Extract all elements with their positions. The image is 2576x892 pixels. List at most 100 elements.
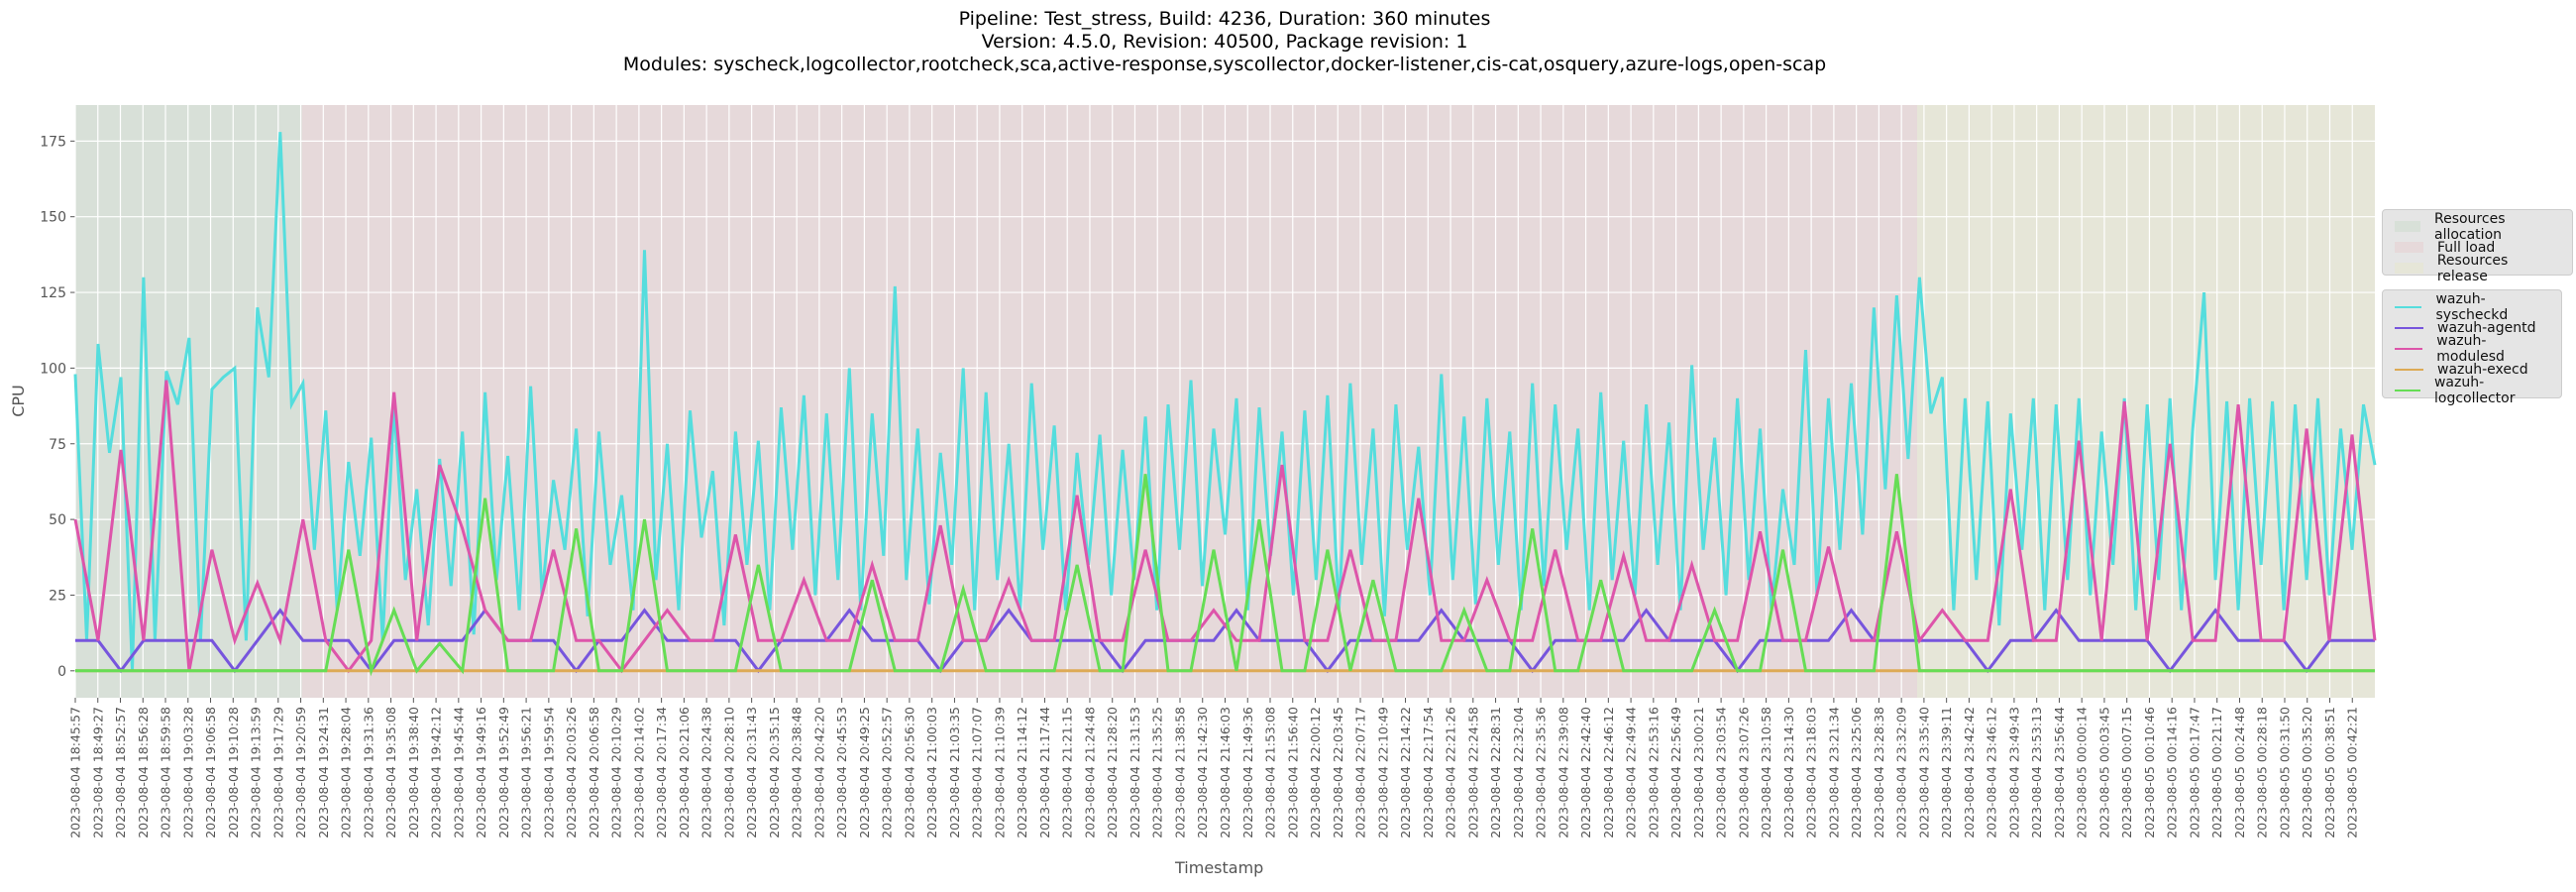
x-tick-label: 2023-08-04 21:14:12	[1015, 707, 1029, 838]
x-tick-label: 2023-08-04 20:17:34	[654, 707, 669, 838]
legend-line	[2395, 326, 2423, 329]
x-tick-label: 2023-08-04 18:52:57	[113, 707, 128, 838]
phase-region	[301, 105, 1918, 698]
x-tick-label: 2023-08-04 23:03:54	[1714, 707, 1729, 838]
y-tick-label: 125	[40, 285, 66, 301]
x-tick-label: 2023-08-04 21:35:25	[1150, 707, 1165, 838]
legend-label: Full load	[2437, 239, 2496, 256]
x-tick-label: 2023-08-04 23:14:30	[1781, 707, 1796, 838]
x-tick-label: 2023-08-04 21:42:30	[1195, 707, 1210, 838]
x-tick-label: 2023-08-04 22:10:49	[1375, 707, 1390, 838]
x-tick-label: 2023-08-04 22:49:44	[1624, 707, 1639, 838]
x-tick-label: 2023-08-04 22:17:54	[1421, 707, 1436, 838]
x-tick-label: 2023-08-04 20:49:25	[857, 707, 872, 838]
series-line-wazuh-logcollector	[75, 474, 2375, 677]
x-tick-label: 2023-08-04 19:03:28	[180, 707, 195, 838]
x-tick-label: 2023-08-04 23:56:44	[2052, 707, 2067, 838]
x-tick-label: 2023-08-04 23:32:09	[1894, 707, 1909, 838]
x-tick-label: 2023-08-05 00:24:48	[2232, 707, 2247, 838]
y-tick-label: 0	[57, 664, 66, 680]
x-tick-label: 2023-08-04 22:00:12	[1308, 707, 1323, 838]
series-legend: wazuh-syscheckd wazuh-agentd wazuh-modul…	[2382, 289, 2562, 406]
legend-label: Resources release	[2436, 252, 2509, 284]
y-tick-label: 100	[40, 361, 66, 377]
x-tick-label: 2023-08-04 21:56:40	[1285, 707, 1300, 838]
legend-label: wazuh-agentd	[2437, 319, 2536, 336]
x-tick-label: 2023-08-04 21:07:07	[970, 707, 985, 838]
x-tick-label: 2023-08-04 19:06:58	[203, 707, 218, 838]
x-tick-label: 2023-08-04 21:49:36	[1240, 707, 1255, 838]
x-tick-label: 2023-08-04 19:42:12	[429, 707, 444, 838]
x-axis-label: Timestamp	[1175, 858, 1264, 877]
chart-title-line-2: Version: 4.5.0, Revision: 40500, Package…	[981, 31, 1468, 53]
x-tick-label: 2023-08-04 22:28:31	[1488, 707, 1503, 838]
x-tick-label: 2023-08-04 18:59:58	[159, 707, 173, 838]
x-tick-label: 2023-08-04 22:07:17	[1353, 707, 1368, 838]
x-tick-label: 2023-08-04 19:28:04	[339, 707, 354, 838]
x-tick-label: 2023-08-04 22:46:12	[1601, 707, 1616, 838]
x-tick-label: 2023-08-04 19:45:44	[451, 707, 466, 838]
x-tick-label: 2023-08-04 23:21:34	[1826, 707, 1841, 838]
legend-item-agentd: wazuh-agentd	[2395, 317, 2551, 338]
x-tick-label: 2023-08-04 20:35:15	[767, 707, 782, 838]
x-tick-label: 2023-08-04 22:32:04	[1511, 707, 1526, 838]
chart-title-line-3: Modules: syscheck,logcollector,rootcheck…	[622, 54, 1827, 75]
x-tick-label: 2023-08-04 18:49:27	[90, 707, 105, 838]
x-tick-label: 2023-08-04 20:31:43	[744, 707, 759, 838]
x-tick-label: 2023-08-04 23:18:03	[1804, 707, 1819, 838]
legend-swatch	[2395, 221, 2420, 232]
x-tick-label: 2023-08-04 23:53:13	[2029, 707, 2044, 838]
x-tick-label: 2023-08-04 23:35:40	[1916, 707, 1931, 838]
y-tick-label: 75	[49, 437, 66, 453]
x-tick-label: 2023-08-05 00:00:14	[2075, 707, 2090, 838]
x-tick-label: 2023-08-04 19:59:54	[541, 707, 556, 838]
legend-label: wazuh-syscheckd	[2435, 290, 2509, 323]
x-tick-label: 2023-08-05 00:42:21	[2345, 707, 2360, 838]
x-tick-label: 2023-08-04 18:45:57	[68, 707, 83, 838]
x-tick-label: 2023-08-05 00:17:47	[2187, 707, 2201, 838]
legend-line	[2395, 389, 2420, 391]
x-tick-label: 2023-08-04 20:52:57	[880, 707, 895, 838]
x-tick-label: 2023-08-04 19:13:59	[249, 707, 264, 838]
x-tick-label: 2023-08-04 20:56:30	[902, 707, 916, 838]
x-tick-label: 2023-08-04 21:21:15	[1060, 707, 1075, 838]
x-tick-label: 2023-08-04 21:00:03	[924, 707, 939, 838]
x-tick-label: 2023-08-04 22:39:08	[1556, 707, 1570, 838]
x-tick-label: 2023-08-05 00:31:50	[2277, 707, 2292, 838]
x-tick-label: 2023-08-05 00:03:45	[2096, 707, 2111, 838]
x-tick-label: 2023-08-04 20:38:48	[790, 707, 805, 838]
x-tick-label: 2023-08-04 21:03:35	[947, 707, 962, 838]
x-tick-label: 2023-08-04 23:07:26	[1736, 707, 1751, 838]
x-tick-label: 2023-08-04 23:39:11	[1939, 707, 1954, 838]
legend-item-execd: wazuh-execd	[2395, 359, 2551, 380]
x-tick-label: 2023-08-04 20:03:26	[564, 707, 579, 838]
x-tick-label: 2023-08-04 19:20:59	[293, 707, 308, 838]
x-tick-label: 2023-08-04 19:24:31	[316, 707, 331, 838]
x-tick-label: 2023-08-04 19:49:16	[474, 707, 488, 838]
y-tick-label: 175	[40, 134, 66, 150]
x-tick-label: 2023-08-04 22:14:22	[1398, 707, 1413, 838]
x-tick-label: 2023-08-04 21:53:08	[1263, 707, 1278, 838]
y-tick-label: 25	[49, 588, 66, 604]
x-tick-label: 2023-08-04 21:17:44	[1037, 707, 1052, 838]
legend-swatch	[2395, 263, 2423, 274]
x-tick-label: 2023-08-04 19:10:28	[226, 707, 241, 838]
y-tick-label: 50	[49, 512, 66, 528]
legend-label: wazuh-modulesd	[2436, 332, 2505, 365]
x-tick-label: 2023-08-05 00:38:51	[2322, 707, 2337, 838]
x-tick-label: 2023-08-04 21:38:58	[1172, 707, 1187, 838]
legend-line	[2395, 368, 2423, 371]
phase-legend: Resources allocation Full load Resources…	[2382, 209, 2573, 284]
phase-region	[1917, 105, 2375, 698]
series-line-wazuh-syscheckd	[73, 132, 2377, 671]
x-tick-label: 2023-08-04 21:46:03	[1218, 707, 1233, 838]
x-tick-label: 2023-08-04 20:28:10	[721, 707, 736, 838]
y-axis-label: CPU	[8, 385, 28, 417]
x-tick-label: 2023-08-05 00:21:17	[2209, 707, 2224, 838]
x-tick-label: 2023-08-04 22:56:49	[1668, 707, 1683, 838]
x-tick-label: 2023-08-04 21:10:39	[992, 707, 1007, 838]
x-tick-label: 2023-08-04 23:25:06	[1849, 707, 1864, 838]
chart-title-line-1: Pipeline: Test_stress, Build: 4236, Dura…	[958, 8, 1491, 30]
x-tick-label: 2023-08-05 00:10:46	[2142, 707, 2157, 838]
